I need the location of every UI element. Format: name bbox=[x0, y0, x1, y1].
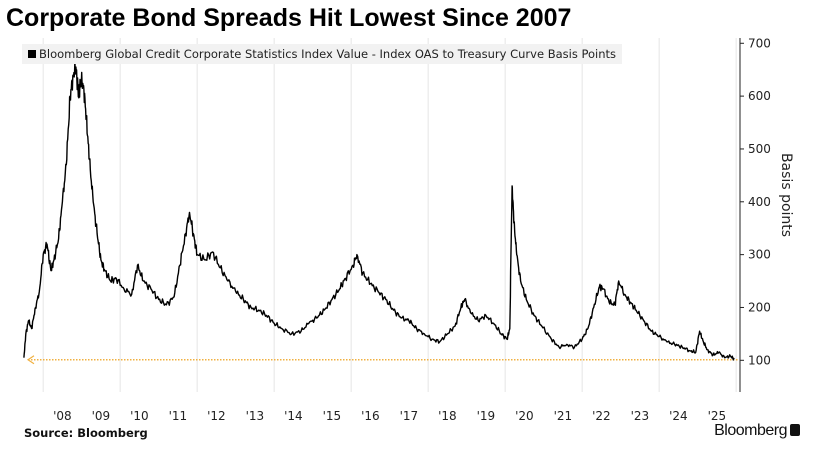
y-tick-label: 300 bbox=[748, 248, 771, 262]
x-tick-label: '08 bbox=[53, 409, 72, 423]
y-tick-label: 600 bbox=[748, 89, 771, 103]
x-tick-label: '10 bbox=[130, 409, 149, 423]
x-tick-label: '13 bbox=[246, 409, 265, 423]
x-tick-label: '15 bbox=[323, 409, 342, 423]
reference-arrow-icon bbox=[26, 355, 35, 365]
y-tick-label: 100 bbox=[748, 353, 771, 367]
x-tick-label: '12 bbox=[207, 409, 226, 423]
x-tick-label: '18 bbox=[438, 409, 457, 423]
y-tick-label: 500 bbox=[748, 142, 771, 156]
bloomberg-logo: Bloomberg bbox=[714, 422, 800, 440]
x-tick-label: '25 bbox=[708, 409, 727, 423]
x-tick-label: '23 bbox=[631, 409, 650, 423]
x-tick-label: '22 bbox=[592, 409, 611, 423]
series-line bbox=[23, 59, 735, 361]
x-tick-label: '11 bbox=[169, 409, 188, 423]
x-tick-label: '14 bbox=[284, 409, 303, 423]
y-tick-label: 700 bbox=[748, 36, 771, 50]
y-tick-label: 400 bbox=[748, 195, 771, 209]
brand-text: Bloomberg bbox=[714, 422, 787, 439]
source-note: Source: Bloomberg bbox=[24, 426, 148, 440]
x-tick-label: '21 bbox=[554, 409, 573, 423]
x-tick-label: '16 bbox=[361, 409, 380, 423]
y-axis-label: Basis points bbox=[778, 153, 794, 237]
x-tick-label: '19 bbox=[477, 409, 496, 423]
x-tick-label: '20 bbox=[515, 409, 534, 423]
x-tick-label: '24 bbox=[669, 409, 688, 423]
legend-swatch bbox=[28, 50, 36, 58]
legend-label: Bloomberg Global Credit Corporate Statis… bbox=[39, 47, 617, 61]
x-tick-label: '17 bbox=[400, 409, 419, 423]
x-tick-label: '09 bbox=[92, 409, 111, 423]
y-tick-label: 200 bbox=[748, 300, 771, 314]
terminal-icon bbox=[790, 424, 800, 436]
legend: Bloomberg Global Credit Corporate Statis… bbox=[22, 44, 623, 64]
chart-title: Corporate Bond Spreads Hit Lowest Since … bbox=[6, 4, 572, 32]
